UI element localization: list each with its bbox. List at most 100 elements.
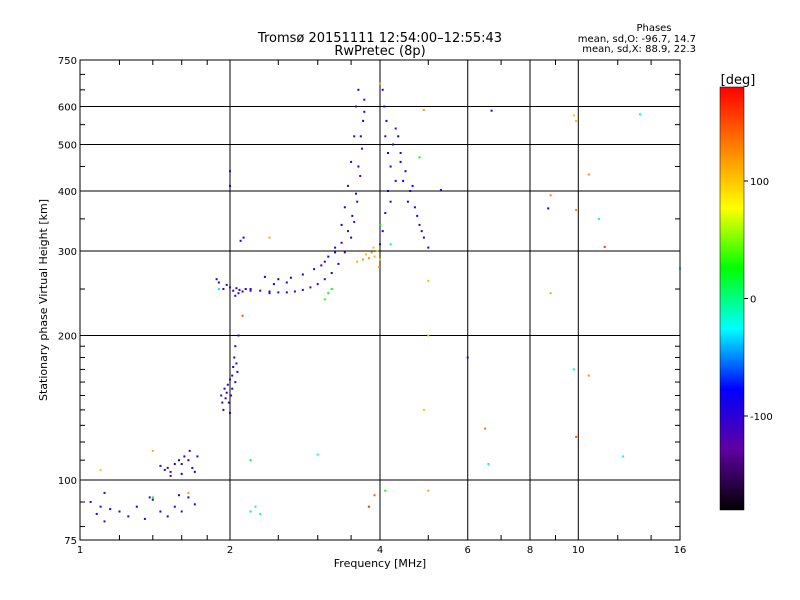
data-point xyxy=(373,494,376,497)
data-point xyxy=(404,170,407,173)
data-point xyxy=(387,152,389,154)
data-point xyxy=(235,287,238,290)
data-point xyxy=(575,435,578,438)
data-point xyxy=(422,236,425,239)
data-point xyxy=(226,383,229,386)
data-point xyxy=(268,290,271,293)
data-point xyxy=(575,209,578,212)
data-point xyxy=(227,401,230,404)
data-point xyxy=(355,192,357,195)
data-point xyxy=(215,278,218,281)
data-point xyxy=(343,206,346,209)
data-point xyxy=(229,411,231,414)
data-point xyxy=(549,292,552,295)
data-point xyxy=(277,291,280,294)
data-point xyxy=(379,223,381,226)
data-point xyxy=(377,265,380,268)
data-point xyxy=(224,397,227,400)
data-point xyxy=(356,200,359,203)
data-point xyxy=(293,290,296,293)
data-point xyxy=(394,179,397,182)
data-point xyxy=(394,127,397,130)
data-point xyxy=(237,334,240,337)
data-point xyxy=(268,292,271,295)
chart-subtitle: RwPretec (8p) xyxy=(334,44,425,59)
data-point xyxy=(367,505,370,508)
data-point xyxy=(361,147,363,150)
data-point xyxy=(420,230,423,233)
data-point xyxy=(575,119,578,122)
data-point xyxy=(225,283,228,286)
data-point xyxy=(225,391,228,394)
data-point xyxy=(151,449,154,452)
data-points xyxy=(89,82,681,523)
data-point xyxy=(402,179,405,182)
data-point xyxy=(103,520,106,523)
data-point xyxy=(166,466,169,469)
data-point xyxy=(169,474,172,477)
data-point xyxy=(359,175,362,177)
data-point xyxy=(230,394,233,397)
data-point xyxy=(277,278,280,281)
data-point xyxy=(249,459,252,462)
data-point xyxy=(231,387,234,390)
data-point xyxy=(353,135,356,138)
data-point xyxy=(222,408,225,411)
data-point xyxy=(234,345,237,348)
data-point xyxy=(89,501,92,503)
data-point xyxy=(413,206,416,209)
x-tick-label: 16 xyxy=(674,545,687,556)
y-tick-label: 300 xyxy=(58,247,77,258)
data-point xyxy=(159,510,162,513)
data-point xyxy=(409,190,412,192)
data-point xyxy=(313,268,316,271)
data-point xyxy=(487,463,490,465)
data-point xyxy=(372,246,375,249)
data-point xyxy=(484,427,487,430)
data-point xyxy=(232,366,235,368)
data-point xyxy=(359,135,362,138)
data-point xyxy=(327,255,330,258)
data-point xyxy=(572,114,575,117)
data-point xyxy=(330,288,333,290)
data-point xyxy=(320,264,323,267)
data-point xyxy=(103,491,106,494)
x-tick-label: 6 xyxy=(465,545,471,556)
grid xyxy=(80,60,680,540)
data-point xyxy=(373,255,376,258)
data-point xyxy=(363,110,366,113)
data-point xyxy=(323,278,326,281)
data-point xyxy=(427,334,430,337)
data-point xyxy=(340,241,343,244)
plot-frame xyxy=(79,59,681,541)
data-point xyxy=(353,220,356,223)
data-point xyxy=(180,510,183,513)
data-point xyxy=(350,236,353,239)
x-tick-label: 8 xyxy=(527,545,533,556)
data-point xyxy=(221,401,224,404)
data-point xyxy=(427,279,430,282)
data-point xyxy=(347,230,349,233)
data-point xyxy=(422,109,425,111)
data-point xyxy=(236,370,239,373)
data-point xyxy=(233,356,236,359)
data-point xyxy=(362,258,365,261)
data-point xyxy=(272,283,275,286)
data-point xyxy=(603,245,606,248)
colorbar-ticks: 100 0 -100 xyxy=(744,177,773,423)
data-point xyxy=(418,223,421,226)
data-point xyxy=(217,281,220,284)
y-axis-label: Stationary phase Virtual Height [km] xyxy=(37,199,50,401)
data-point xyxy=(397,135,400,138)
data-point xyxy=(365,253,367,256)
data-point xyxy=(327,292,330,295)
data-point xyxy=(169,470,172,473)
data-point xyxy=(229,170,231,173)
data-point xyxy=(173,463,176,465)
data-point xyxy=(166,515,169,518)
data-point xyxy=(376,250,379,252)
data-point xyxy=(234,294,237,297)
data-point xyxy=(383,105,386,108)
chart-title: Tromsø 20151111 12:54:00–12:55:43 xyxy=(257,31,502,46)
